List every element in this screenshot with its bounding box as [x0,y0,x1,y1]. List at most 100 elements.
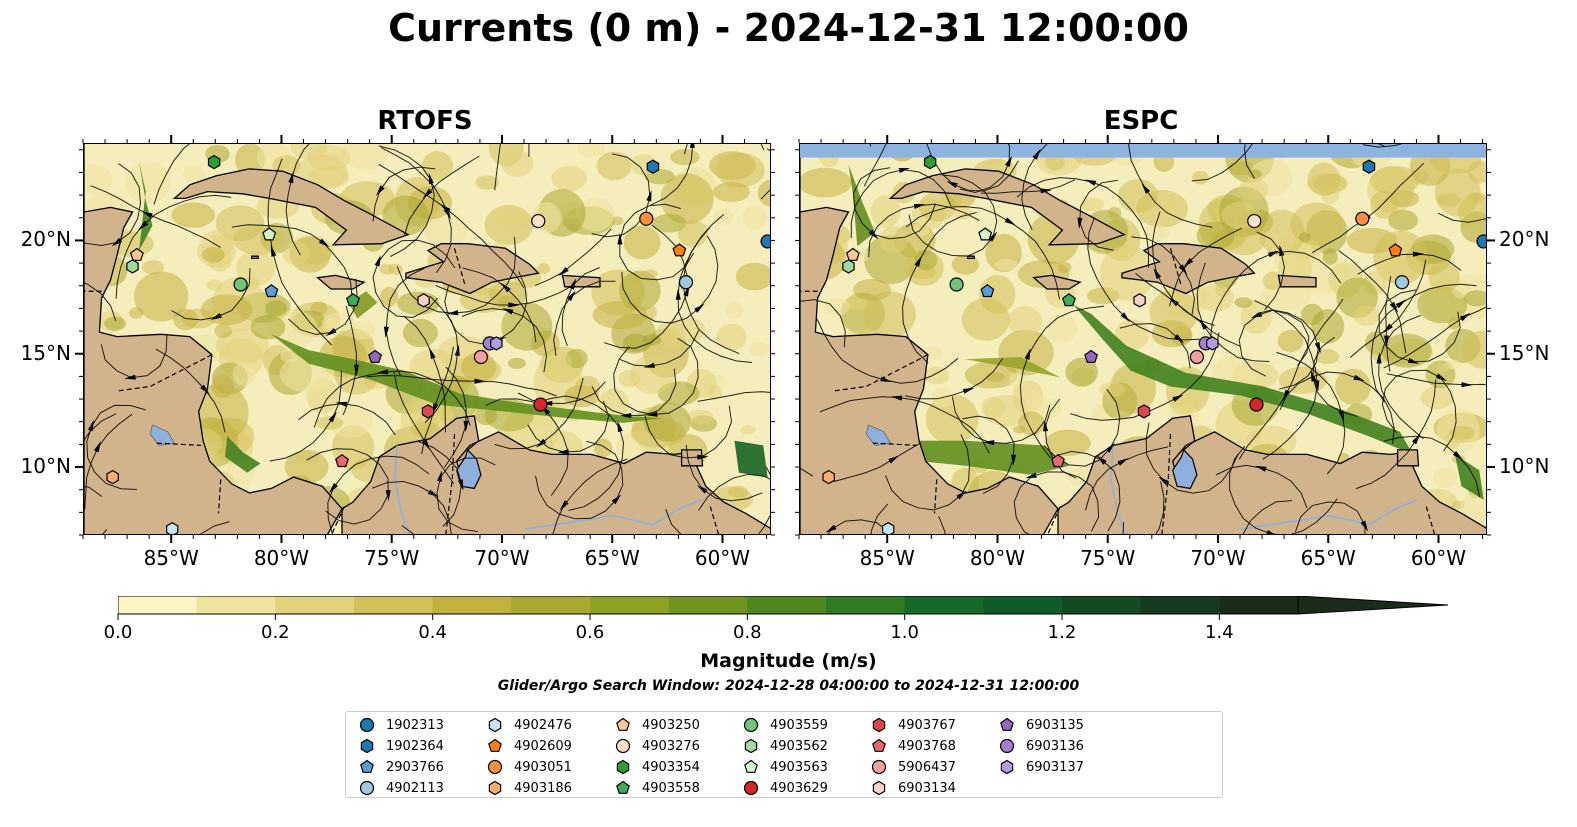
legend-marker [744,759,758,773]
hexagon-marker-icon [488,717,502,733]
legend-item: 6903136 [998,736,1084,756]
colorbar-bin [983,596,1063,614]
float-marker-1902364 [646,159,660,174]
lake-nicaragua [149,424,176,446]
legend-label: 4903250 [642,717,700,733]
legend-item: 5906437 [870,757,956,777]
float-marker-1902364 [1362,159,1376,174]
figure-title: Currents (0 m) - 2024-12-31 12:00:00 [388,6,1189,50]
legend-item: 4903562 [742,736,828,756]
colorbar-tick-label: 1.2 [1047,622,1077,643]
legend-item: 4903051 [486,757,572,777]
legend-item: 4902476 [486,715,572,735]
legend-marker [744,738,758,754]
pentagon-marker-icon [488,738,502,752]
float-marker-4903559 [233,277,248,292]
pentagon-marker-icon [360,759,374,773]
colorbar [117,595,1458,624]
legend-label: 4902609 [514,738,572,754]
legend-label: 4903562 [770,738,828,754]
country-borders [800,248,1436,534]
rivers [394,445,702,534]
circle-marker-icon [359,717,375,733]
legend-marker [1000,717,1014,731]
rtofs-map [83,143,771,535]
float-marker-4903354 [923,154,937,170]
legend-item: 4903186 [486,778,572,798]
colorbar-bin [196,596,276,614]
lon-tick-label: 70°W [474,546,530,570]
legend-marker [872,738,886,752]
float-marker-4903768 [1051,453,1065,468]
lon-tick-label: 85°W [859,546,915,570]
lake-nicaragua [865,424,892,446]
float-marker-4902113 [678,275,694,290]
legend-label: 4903186 [514,780,572,796]
lon-tick-label: 65°W [1300,546,1356,570]
pentagon-marker-icon [744,759,758,773]
landmass-caymans [966,255,975,260]
landmass-centralAmerica [84,144,343,534]
circle-marker-icon [615,738,631,754]
float-marker-4902113 [1394,275,1410,290]
colorbar-bin [1219,596,1299,614]
pentagon-marker-icon [616,717,630,731]
colorbar-bin [511,596,591,614]
float-marker-5906437 [473,349,489,365]
colorbar-bin [275,596,355,614]
legend-label: 1902313 [386,717,444,733]
landmass-cuba [888,168,1126,246]
legend-item: 4903250 [614,715,700,735]
lat-tick-label: 20°N [1499,227,1550,252]
float-marker-6903137 [490,336,503,351]
landmass-jamaica [316,274,366,290]
colorbar-bin [747,596,827,614]
legend-marker [488,738,502,752]
legend-label: 4902113 [386,780,444,796]
legend-item: 6903134 [870,778,956,798]
float-marker-4903250 [845,247,860,261]
float-marker-4903563 [978,227,993,241]
landmass-southAmerica [341,415,770,534]
landmass-puertoRico [1277,274,1317,288]
legend-marker [871,759,887,775]
legend-item: 4903768 [870,736,956,756]
legend-label: 4903767 [898,717,956,733]
float-marker-1902313 [760,234,770,249]
legend-item: 4903354 [614,757,700,777]
pentagon-marker-icon [872,738,886,752]
colorbar-extend-arrow [1297,595,1449,615]
legend-item: 4903559 [742,715,828,735]
float-marker-1902313 [1476,234,1486,249]
streamlines [800,144,1486,534]
hexagon-marker-icon [616,759,630,775]
lon-tick-label: 60°W [1410,546,1467,570]
colorbar-tick-label: 0.6 [575,622,605,643]
lat-tick-label: 10°N [1499,454,1550,479]
lon-tick-label: 80°W [969,546,1026,570]
legend-label: 2903766 [386,759,444,775]
legend-marker [488,717,502,733]
country-borders [84,248,720,534]
circle-marker-icon [487,759,503,775]
float-marker-6903137 [1206,336,1219,351]
no-data-band [800,144,1486,158]
legend-item: 4902113 [358,778,444,798]
circle-marker-icon [743,780,759,796]
land [84,144,770,534]
float-marker-4903354 [207,154,221,170]
landmass-cuba [172,168,410,246]
colorbar-tick-label: 1.0 [890,622,919,643]
landmass-caymans [250,255,259,260]
legend-marker [487,759,503,775]
colorbar-bin [826,596,906,614]
float-marker-4903767 [421,404,435,419]
landmass-trinidad [1396,449,1420,467]
colorbar-tick-label: 1.4 [1205,622,1234,643]
colorbar-label: Magnitude (m/s) [700,650,877,672]
lat-tick-label: 10°N [20,454,71,479]
hexagon-marker-icon [360,738,374,754]
legend-marker [616,780,630,794]
landmass-jamaica [1032,274,1082,290]
legend-label: 4903563 [770,759,828,775]
